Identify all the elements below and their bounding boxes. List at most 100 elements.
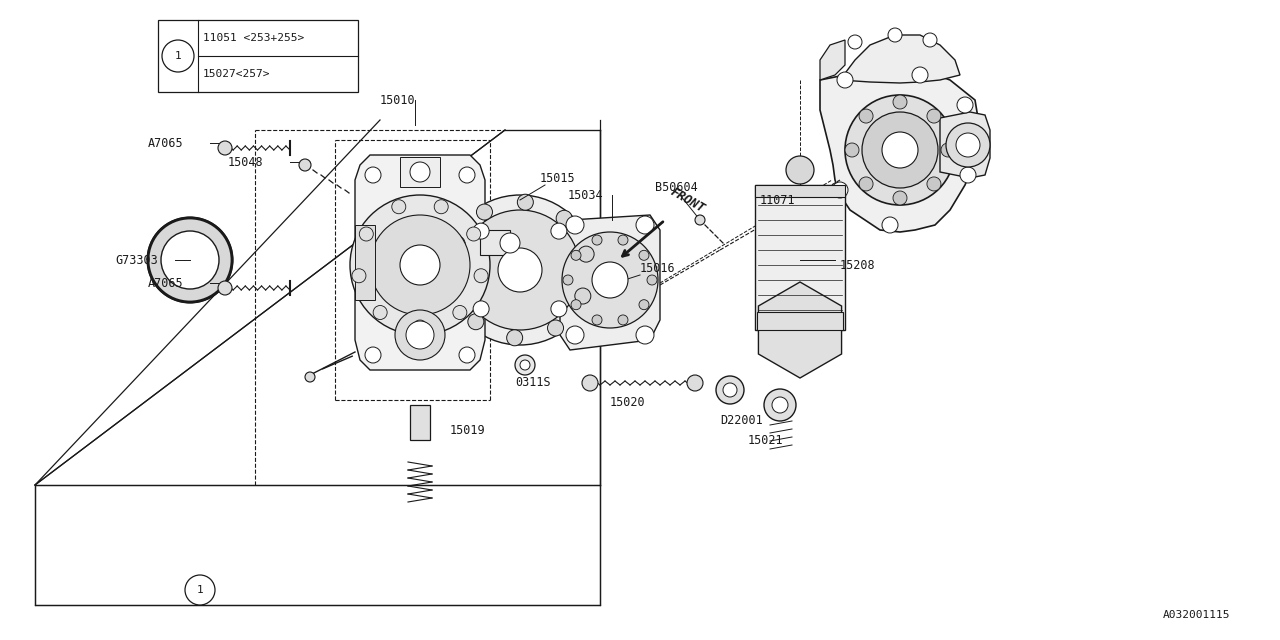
Circle shape [218,281,232,295]
Polygon shape [820,40,845,80]
Circle shape [548,320,563,336]
Bar [401,157,440,187]
Bar [755,185,845,330]
Circle shape [352,269,366,283]
Circle shape [218,141,232,155]
Circle shape [300,159,311,171]
Polygon shape [355,155,485,370]
Circle shape [148,218,232,302]
Circle shape [786,156,814,184]
Circle shape [927,177,941,191]
Circle shape [500,233,520,253]
Circle shape [582,375,598,391]
Circle shape [445,278,462,294]
Text: FRONT: FRONT [668,185,707,215]
Circle shape [370,215,470,315]
Circle shape [837,72,852,88]
Circle shape [349,195,490,335]
Circle shape [772,397,788,413]
Circle shape [566,326,584,344]
Circle shape [636,216,654,234]
Circle shape [401,245,440,285]
Text: B50604: B50604 [655,180,698,193]
Circle shape [593,235,602,245]
Circle shape [515,355,535,375]
Bar [410,405,430,440]
Circle shape [550,301,567,317]
Circle shape [520,360,530,370]
Text: 1: 1 [174,51,182,61]
Circle shape [562,232,658,328]
Circle shape [618,315,628,325]
Circle shape [550,223,567,239]
Circle shape [882,132,918,168]
Circle shape [941,143,955,157]
Text: A7065: A7065 [148,276,183,289]
Circle shape [453,305,467,319]
Text: 15020: 15020 [611,396,645,408]
Circle shape [365,167,381,183]
Text: A032001115: A032001115 [1162,610,1230,620]
Circle shape [476,204,493,220]
Text: 15208: 15208 [840,259,876,271]
Circle shape [571,300,581,310]
Circle shape [845,143,859,157]
Circle shape [507,330,522,346]
Circle shape [764,389,796,421]
Circle shape [566,216,584,234]
Circle shape [467,227,481,241]
Circle shape [410,162,430,182]
Circle shape [413,320,428,334]
Circle shape [445,195,595,345]
Text: 0311S: 0311S [515,376,550,388]
Circle shape [639,250,649,260]
Circle shape [960,167,977,183]
Circle shape [571,250,581,260]
Text: 15021: 15021 [748,433,783,447]
Circle shape [593,262,628,298]
Circle shape [460,347,475,363]
Circle shape [861,112,938,188]
Circle shape [460,210,580,330]
Circle shape [161,231,219,289]
Circle shape [186,575,215,605]
Circle shape [557,211,572,227]
Circle shape [849,35,861,49]
Circle shape [832,182,849,198]
Polygon shape [561,215,660,350]
Circle shape [392,200,406,214]
Circle shape [893,191,908,205]
Circle shape [563,275,573,285]
Circle shape [474,269,488,283]
Circle shape [946,123,989,167]
Text: 11051 <253+255>: 11051 <253+255> [204,33,305,43]
Circle shape [593,315,602,325]
Circle shape [859,177,873,191]
Text: 15048: 15048 [228,156,264,168]
Circle shape [956,133,980,157]
Circle shape [845,95,955,205]
Circle shape [498,248,541,292]
Circle shape [163,40,195,72]
Text: 1: 1 [197,585,204,595]
Circle shape [927,109,941,123]
Circle shape [923,33,937,47]
Circle shape [575,288,591,304]
Circle shape [957,97,973,113]
Circle shape [695,215,705,225]
Circle shape [646,275,657,285]
Circle shape [467,314,484,330]
Polygon shape [355,225,375,300]
Text: 15015: 15015 [540,172,576,184]
Text: D22001: D22001 [721,413,763,426]
Circle shape [474,301,489,317]
Circle shape [305,372,315,382]
Text: 15016: 15016 [640,262,676,275]
Circle shape [396,310,445,360]
Circle shape [365,347,381,363]
Polygon shape [840,35,960,83]
Text: 15010: 15010 [380,93,416,106]
Circle shape [859,109,873,123]
Circle shape [893,95,908,109]
Text: G73303: G73303 [115,253,157,266]
